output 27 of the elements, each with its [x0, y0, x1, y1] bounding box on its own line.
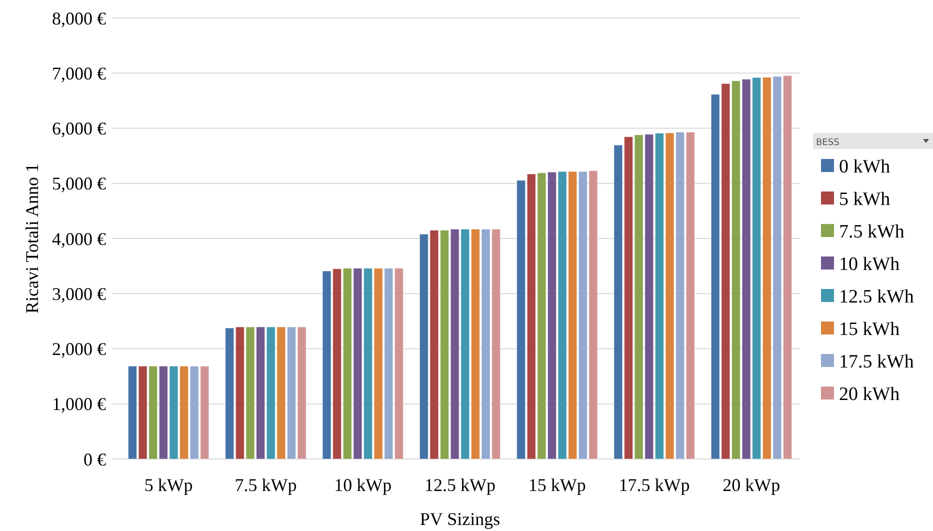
y-tick-label: 6,000 € [52, 118, 106, 139]
legend-label: 7.5 kWh [839, 222, 905, 243]
y-tick-label: 5,000 € [52, 174, 106, 194]
y-tick-label: 8,000 € [52, 8, 106, 28]
y-axis-title: Ricavi Totali Anno 1 [22, 164, 42, 314]
y-tick-label: 4,000 € [52, 228, 106, 249]
legend-label: 17.5 kWh [839, 352, 914, 373]
legend-label: 12.5 kWh [839, 286, 914, 308]
y-tick-label: 3,000 € [52, 284, 106, 304]
x-tick-label: 5 kWp [144, 475, 193, 495]
y-tick-label: 7,000 € [52, 63, 106, 84]
legend-label: 20 kWh [839, 384, 900, 406]
legend-label: 0 kWh [839, 156, 891, 178]
legend-label: 15 kWh [839, 319, 900, 340]
x-tick-label: 12.5 kWp [424, 475, 496, 495]
x-tick-label: 17.5 kWp [618, 475, 690, 495]
legend-label: 5 kWh [839, 189, 891, 210]
x-tick-label: 15 kWp [528, 475, 586, 495]
legend-title: BESS [816, 138, 840, 148]
legend-label: 10 kWh [839, 254, 900, 276]
y-tick-label: 1,000 € [52, 394, 106, 414]
x-tick-label: 7.5 kWp [234, 475, 297, 495]
x-tick-label: 20 kWp [722, 475, 780, 495]
y-tick-label: 2,000 € [52, 339, 106, 360]
x-axis-title: PV Sizings [420, 509, 500, 529]
x-tick-label: 10 kWp [334, 475, 392, 495]
y-tick-label: 0 € [84, 449, 106, 470]
